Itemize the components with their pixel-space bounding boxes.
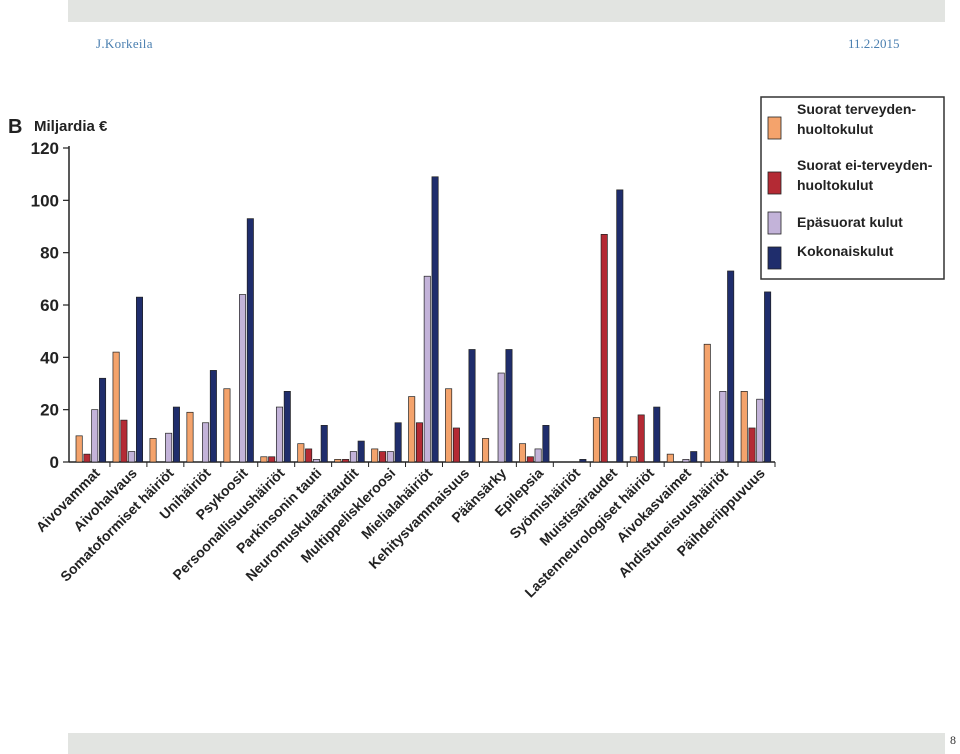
bar [247,219,253,462]
legend-swatch [768,172,781,194]
bar [99,378,105,462]
bar [284,391,290,462]
bar [601,234,607,462]
bar [424,276,430,462]
bar [321,425,327,462]
bar [379,452,385,462]
bar [395,423,401,462]
bar [482,438,488,462]
bar [136,297,142,462]
bar [276,407,282,462]
y-tick-label: 0 [50,453,59,472]
y-tick-label: 80 [40,244,59,263]
legend-label: Kokonaiskulut [797,243,894,259]
bar [342,459,348,462]
bar [469,349,475,462]
bar [358,441,364,462]
bar [372,449,378,462]
bar [121,420,127,462]
bar [269,457,275,462]
bar [749,428,755,462]
bar [757,399,763,462]
bar [239,295,245,462]
y-tick-label: 60 [40,296,59,315]
bar [387,452,393,462]
bar [638,415,644,462]
bar [350,452,356,462]
bar [704,344,710,462]
bar [667,454,673,462]
bar [683,459,689,462]
bar [535,449,541,462]
bar [543,425,549,462]
bar [173,407,179,462]
legend-swatch [768,117,781,139]
bar [654,407,660,462]
panel-label: B [8,116,22,138]
page-number: 8 [950,733,956,748]
legend-swatch [768,247,781,269]
footer-band [68,733,945,754]
bar [741,391,747,462]
bar [519,444,525,462]
bar [580,459,586,462]
bar [202,423,208,462]
bar [261,457,267,462]
bar [498,373,504,462]
legend-label: Epäsuorat kulut [797,214,903,230]
cost-bar-chart: B Miljardia € 0 20 40 60 80 100 120 AivovammatAi… [0,0,960,730]
bar [150,438,156,462]
bar [453,428,459,462]
bar [409,397,415,462]
bar [720,391,726,462]
bar [305,449,311,462]
bar [691,452,697,462]
bar [445,389,451,462]
bar [593,418,599,462]
bar [432,177,438,462]
bar [76,436,82,462]
bar [617,190,623,462]
bar [313,459,319,462]
bar [298,444,304,462]
y-axis-title: Miljardia € [34,118,108,135]
bar [187,412,193,462]
bar [506,349,512,462]
legend-swatch [768,212,781,234]
bar [764,292,770,462]
bar [210,370,216,462]
y-tick-label: 100 [31,191,59,210]
bar [335,459,341,462]
bar [113,352,119,462]
bar [527,457,533,462]
bar [416,423,422,462]
y-tick-label: 20 [40,401,59,420]
bars [76,177,775,467]
y-tick-label: 120 [31,139,59,158]
bar [728,271,734,462]
bar [84,454,90,462]
bar [129,452,135,462]
bar [224,389,230,462]
y-tick-label: 40 [40,348,59,367]
bar [630,457,636,462]
bar [92,410,98,462]
bar [165,433,171,462]
